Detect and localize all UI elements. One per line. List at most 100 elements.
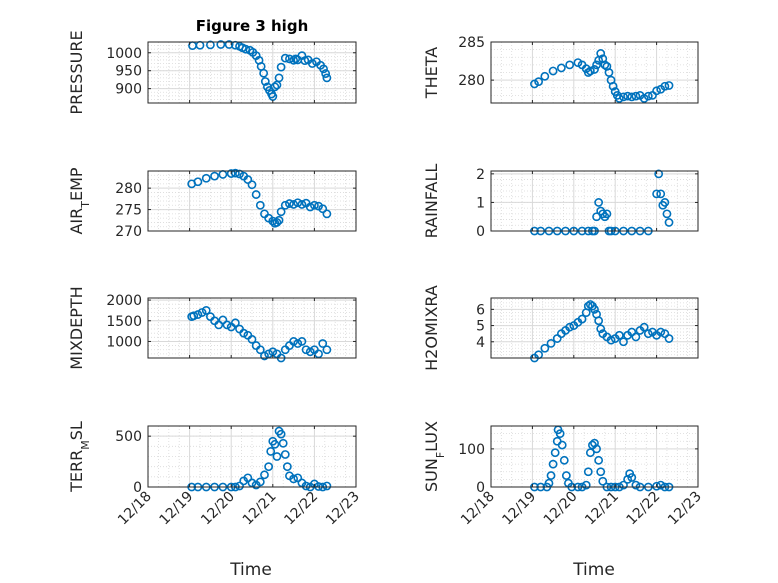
- y-tick-label: 1000: [106, 46, 142, 62]
- data-point: [534, 77, 544, 87]
- data-point: [300, 56, 310, 66]
- data-point: [264, 349, 274, 359]
- data-point: [592, 60, 601, 70]
- data-point: [272, 452, 282, 461]
- data-point: [606, 335, 616, 345]
- data-point: [565, 60, 575, 70]
- data-point: [559, 455, 569, 465]
- data-point: [623, 91, 633, 101]
- data-point: [654, 169, 664, 179]
- data-point: [550, 448, 560, 458]
- data-point: [270, 439, 280, 449]
- data-point: [546, 339, 556, 348]
- data-point: [598, 476, 608, 486]
- data-point: [546, 471, 556, 480]
- y-tick-label: 270: [115, 224, 142, 240]
- data-point: [210, 171, 219, 181]
- data-point: [602, 209, 612, 219]
- data-point: [276, 207, 286, 217]
- x-axis-label-left: Time: [229, 560, 272, 580]
- data-point: [585, 66, 595, 76]
- data-point: [305, 347, 315, 357]
- data-point: [205, 40, 215, 50]
- data-point: [608, 81, 618, 91]
- data-point: [322, 73, 332, 83]
- y-tick-label: 2: [476, 167, 485, 183]
- data-point: [660, 81, 670, 91]
- data-point: [660, 198, 670, 207]
- data-point: [230, 168, 240, 178]
- data-point: [314, 482, 323, 491]
- y-axis-label: MIXDEPTH: [67, 286, 86, 369]
- y-tick-label: 5: [476, 319, 485, 335]
- data-point: [596, 324, 606, 334]
- data-point: [266, 447, 276, 456]
- panel-pressure: 900 950 1000 PRESSURE: [67, 30, 357, 115]
- data-point: [623, 474, 633, 484]
- data-point: [224, 40, 234, 49]
- data-point: [619, 337, 628, 347]
- data-point: [565, 322, 575, 332]
- data-point: [561, 471, 571, 480]
- axes-box: [147, 297, 357, 359]
- y-axis-label: AIRTEMP: [67, 167, 92, 234]
- x-axis-label-right: Time: [572, 560, 615, 580]
- axes-box: [490, 297, 699, 359]
- y-axis-label: THETA: [422, 47, 441, 99]
- data-point: [656, 327, 666, 337]
- data-point: [662, 209, 672, 219]
- data-point: [627, 92, 637, 102]
- data-point: [189, 311, 199, 321]
- data-point: [293, 339, 303, 348]
- data-point: [614, 330, 624, 340]
- y-tick-label: 1000: [106, 334, 142, 350]
- data-point: [656, 189, 666, 199]
- data-point: [604, 68, 614, 77]
- data-point: [548, 459, 558, 469]
- data-point: [643, 91, 653, 101]
- data-point: [280, 450, 290, 459]
- data-point: [585, 448, 595, 458]
- data-point: [274, 215, 284, 225]
- y-tick-label: 1: [476, 195, 485, 211]
- data-point: [322, 209, 332, 219]
- data-point: [590, 304, 599, 314]
- y-tick-label: 900: [115, 82, 142, 98]
- data-point: [260, 77, 270, 86]
- data-point: [297, 200, 307, 209]
- data-point: [251, 190, 261, 199]
- data-point: [239, 328, 249, 338]
- data-point: [285, 199, 294, 208]
- axes-box: [147, 425, 357, 488]
- data-point: [235, 481, 244, 491]
- y-tick-label: 4: [476, 335, 485, 351]
- data-point: [592, 444, 601, 454]
- data-point: [614, 94, 624, 103]
- data-point: [282, 462, 292, 472]
- data-point: [193, 310, 203, 319]
- y-tick-label: 275: [115, 203, 142, 219]
- y-tick-label: 285: [458, 35, 485, 51]
- data-point: [301, 345, 311, 355]
- data-point: [216, 40, 226, 49]
- data-point: [590, 438, 599, 448]
- data-point: [590, 65, 599, 74]
- data-point: [255, 200, 265, 210]
- data-point: [297, 337, 307, 346]
- axes-box: [490, 425, 699, 488]
- data-point: [643, 329, 653, 339]
- data-point: [594, 455, 604, 465]
- y-tick-label: 0: [476, 224, 485, 240]
- data-point: [652, 86, 661, 96]
- panel-air-temp: 270 275 280 AIRTEMP: [67, 167, 357, 240]
- axes-box: [147, 170, 357, 232]
- data-point: [540, 343, 550, 353]
- data-point: [596, 467, 606, 477]
- data-point: [222, 320, 232, 330]
- data-point: [301, 481, 311, 491]
- data-point: [201, 306, 211, 315]
- data-point: [594, 316, 604, 326]
- data-point: [322, 345, 332, 355]
- data-point: [293, 198, 303, 208]
